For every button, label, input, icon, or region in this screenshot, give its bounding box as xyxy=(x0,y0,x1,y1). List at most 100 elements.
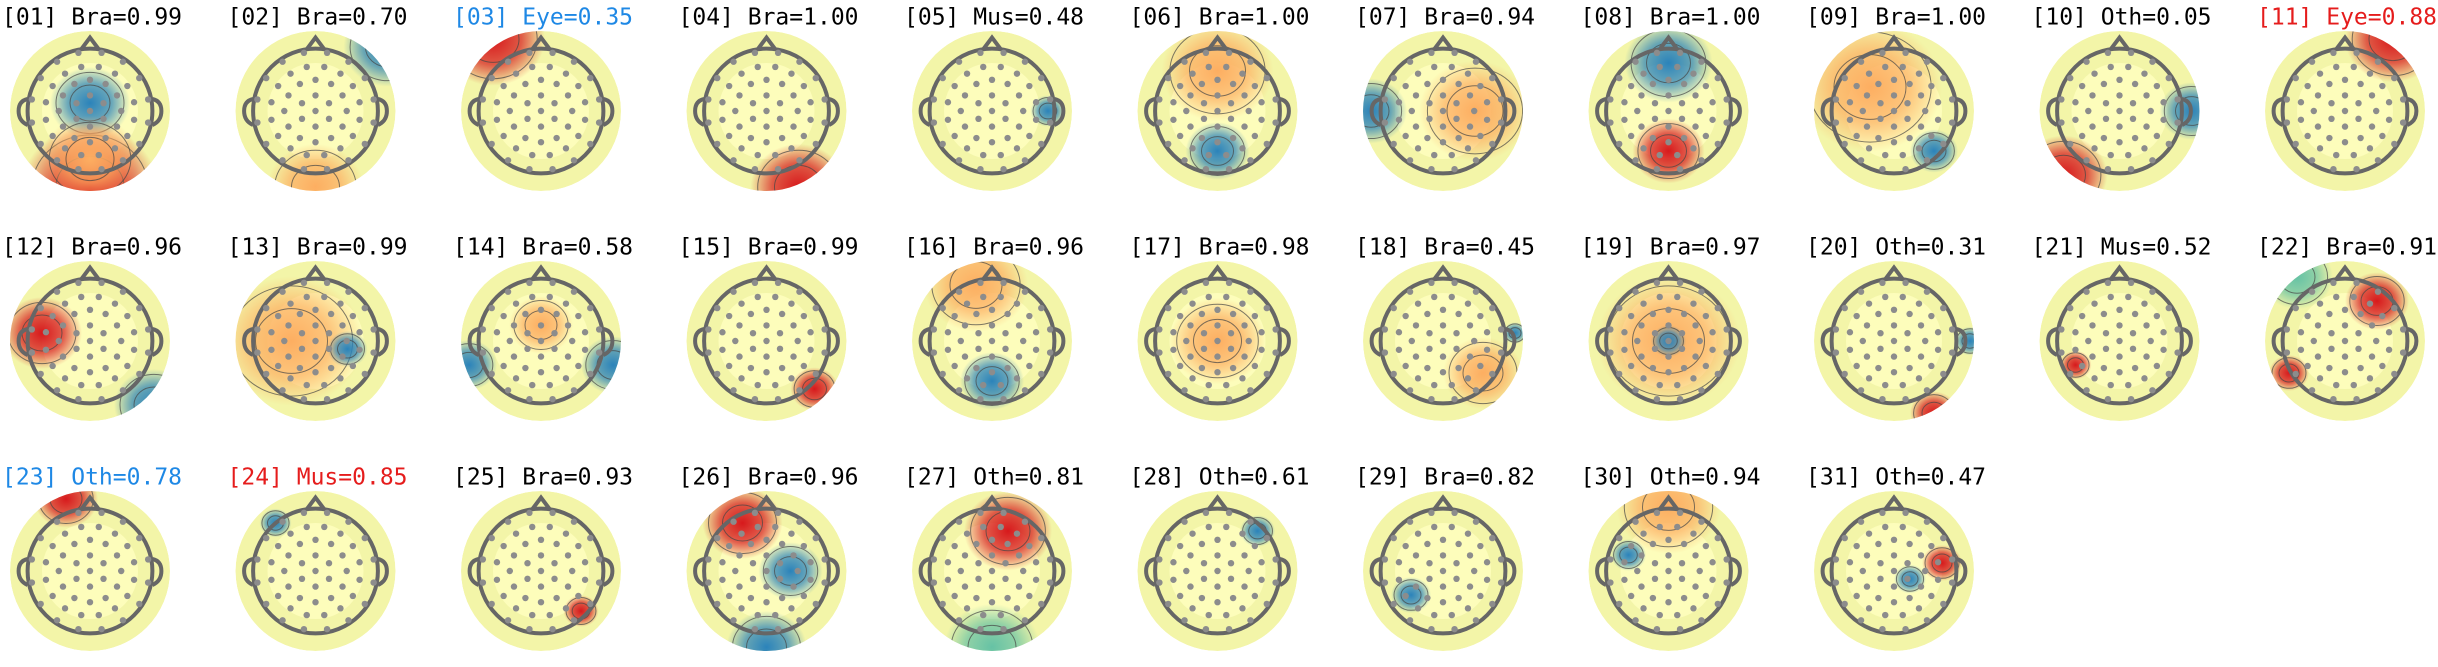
electrode xyxy=(312,337,319,345)
electrode xyxy=(1899,523,1906,531)
electrode xyxy=(281,567,288,575)
electrode xyxy=(980,63,987,71)
electrode xyxy=(1251,312,1259,320)
electrode xyxy=(500,542,507,550)
electrode xyxy=(1714,600,1721,608)
electrode xyxy=(988,567,996,575)
electrode xyxy=(345,157,352,164)
contour-line xyxy=(2271,357,2307,389)
electrode xyxy=(1225,625,1233,633)
electrode xyxy=(747,594,755,602)
electrode xyxy=(939,140,946,148)
electrode xyxy=(1245,337,1252,345)
electrode xyxy=(1189,375,1196,382)
electrode xyxy=(1004,594,1011,602)
electrode xyxy=(118,567,125,575)
electrode xyxy=(53,288,61,295)
electrode xyxy=(1229,540,1237,548)
electrode xyxy=(349,542,357,550)
ear xyxy=(1729,557,1742,587)
electrode xyxy=(1227,575,1235,582)
electrode xyxy=(2072,116,2079,123)
electrode xyxy=(975,115,982,123)
electrode xyxy=(78,381,85,389)
electrode xyxy=(86,322,94,329)
electrode xyxy=(1431,63,1438,71)
contour-line xyxy=(65,136,115,182)
nose xyxy=(755,34,778,51)
head-outline xyxy=(702,276,831,406)
electrode xyxy=(1863,92,1871,99)
electrode xyxy=(1906,134,1913,142)
component-label: [27] Oth=0.81 xyxy=(904,465,1084,491)
electrode xyxy=(1021,617,1029,624)
electrode xyxy=(53,617,61,624)
electrode xyxy=(778,540,786,548)
electrode xyxy=(1653,395,1661,403)
electrode xyxy=(1455,594,1462,602)
electrode xyxy=(493,559,501,566)
electrode xyxy=(1723,119,1730,126)
electrode xyxy=(581,346,589,353)
electrode xyxy=(796,157,803,164)
electrode xyxy=(339,322,346,329)
electrode xyxy=(1690,70,1697,77)
electrode xyxy=(2129,345,2137,352)
electrode xyxy=(144,579,152,586)
electrode xyxy=(763,552,770,559)
electrode xyxy=(1198,80,1206,88)
electrode xyxy=(1466,322,1474,329)
electrode xyxy=(111,300,119,307)
ear xyxy=(1144,97,1157,127)
electrode xyxy=(325,560,333,567)
electrode xyxy=(2165,370,2172,378)
electrode xyxy=(529,381,536,389)
electrode xyxy=(1227,330,1235,337)
electrode xyxy=(1709,329,1716,336)
electrode xyxy=(2304,362,2311,370)
electrode xyxy=(553,540,560,548)
electrode xyxy=(581,116,589,123)
electrode xyxy=(1627,542,1635,550)
electrode xyxy=(1875,80,1882,88)
electrode xyxy=(1890,92,1898,99)
electrode xyxy=(1439,76,1447,84)
electrode xyxy=(749,330,757,337)
electrode xyxy=(1183,337,1190,345)
contour-line xyxy=(762,546,819,596)
electrode xyxy=(327,364,335,372)
electrode xyxy=(2129,100,2137,107)
electrode xyxy=(510,552,518,559)
electrode xyxy=(1225,279,1233,287)
electrode xyxy=(479,96,487,103)
topomap xyxy=(1137,261,1298,421)
electrode xyxy=(1439,552,1447,559)
electrode xyxy=(356,576,363,583)
electrode xyxy=(1678,560,1686,567)
electrode xyxy=(1455,134,1462,142)
electrode xyxy=(1395,329,1403,336)
electrode xyxy=(997,611,1004,619)
head-outline xyxy=(1378,506,1508,636)
electrode xyxy=(488,600,495,608)
electrode xyxy=(980,523,987,531)
nose xyxy=(1657,264,1680,281)
electrode xyxy=(961,322,969,329)
electrode xyxy=(296,364,304,372)
electrode xyxy=(951,362,958,370)
electrode xyxy=(339,583,346,590)
electrode xyxy=(1948,326,1956,333)
electrode xyxy=(1656,63,1663,71)
electrode xyxy=(1013,605,1021,612)
electrode xyxy=(118,107,125,115)
electrode xyxy=(479,556,487,563)
electrode xyxy=(327,594,335,602)
ear xyxy=(467,97,480,127)
electrode xyxy=(1899,381,1906,389)
electrode xyxy=(546,151,553,159)
electrode xyxy=(738,530,745,537)
electrode xyxy=(562,300,570,307)
electrode xyxy=(136,140,143,148)
electrode xyxy=(1616,370,1623,378)
electrode xyxy=(312,583,319,590)
